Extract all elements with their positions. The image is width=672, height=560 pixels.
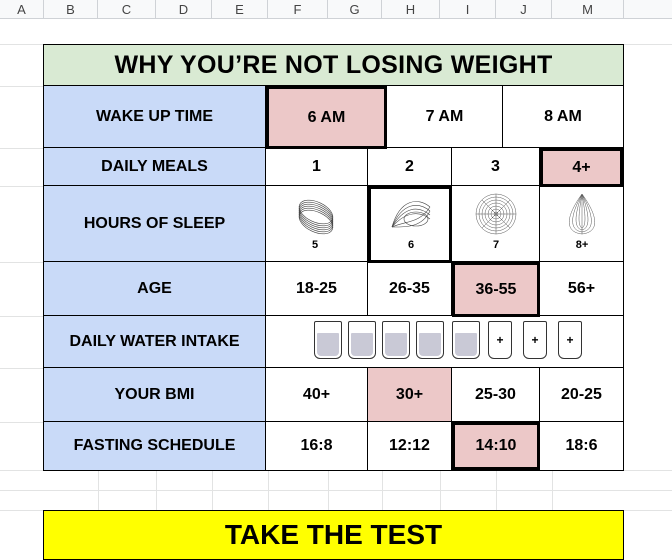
row-label-fasting-schedule: FASTING SCHEDULE [44, 422, 266, 470]
water-glass-filled[interactable] [452, 321, 480, 359]
water-glass-filled[interactable] [314, 321, 342, 359]
column-header-i[interactable]: I [440, 0, 496, 18]
water-glass-add[interactable]: + [558, 321, 582, 359]
row-label-age: AGE [44, 262, 266, 316]
grid-line [0, 148, 44, 149]
sleep-option-label: 6 [407, 239, 415, 251]
spiral-sphere-icon [475, 193, 517, 235]
column-header-a[interactable]: A [0, 0, 44, 18]
option-bmi-25-30[interactable]: 25-30 [452, 368, 540, 422]
grid-line [0, 86, 44, 87]
option-age-18-25[interactable]: 18-25 [266, 262, 368, 316]
column-header-d[interactable]: D [156, 0, 212, 18]
column-header-m[interactable]: M [552, 0, 624, 18]
grid-line [0, 18, 672, 19]
water-glass-add[interactable]: + [523, 321, 547, 359]
column-header-j[interactable]: J [496, 0, 552, 18]
grid-line [0, 490, 672, 491]
option-sleep-7[interactable]: 7 [452, 186, 540, 262]
option-sleep-6[interactable]: 6 [368, 186, 452, 263]
column-header-e[interactable]: E [212, 0, 268, 18]
grid-line [212, 470, 213, 510]
water-intake-selector: + + + [266, 316, 623, 368]
column-header-c[interactable]: C [98, 0, 156, 18]
option-meals-1[interactable]: 1 [266, 148, 368, 186]
grid-line [440, 470, 441, 510]
option-sleep-5[interactable]: 5 [266, 186, 368, 262]
option-sleep-8plus[interactable]: 8+ [540, 186, 623, 262]
column-header-f[interactable]: F [268, 0, 328, 18]
grid-line [0, 186, 44, 187]
column-header-b[interactable]: B [44, 0, 98, 18]
row-label-daily-meals: DAILY MEALS [44, 148, 266, 186]
plus-icon: + [566, 333, 574, 347]
option-fasting-12-12[interactable]: 12:12 [368, 422, 452, 470]
grid-line [552, 470, 553, 510]
option-meals-3[interactable]: 3 [452, 148, 540, 186]
twisted-band-icon [391, 201, 431, 228]
water-glass-filled[interactable] [382, 321, 410, 359]
grid-line [382, 470, 383, 510]
quiz-table [43, 44, 624, 471]
page-title: WHY YOU’RE NOT LOSING WEIGHT [44, 45, 623, 86]
take-the-test-button[interactable]: TAKE THE TEST [43, 510, 624, 560]
plus-icon: + [531, 333, 539, 347]
option-age-56plus[interactable]: 56+ [540, 262, 623, 316]
option-bmi-30plus[interactable]: 30+ [368, 368, 452, 422]
row-label-hours-of-sleep: HOURS OF SLEEP [44, 186, 266, 262]
option-fasting-18-6[interactable]: 18:6 [565, 437, 598, 454]
option-meals-2[interactable]: 2 [368, 148, 452, 186]
option-age-26-35[interactable]: 26-35 [368, 262, 452, 316]
water-glass-filled[interactable] [348, 321, 376, 359]
option-bmi-20-25[interactable]: 20-25 [540, 368, 623, 422]
plus-icon: + [496, 333, 504, 347]
grid-line [156, 470, 157, 510]
column-header-g[interactable]: G [328, 0, 382, 18]
teardrop-shape-icon [569, 193, 595, 235]
column-header-h[interactable]: H [382, 0, 440, 18]
option-wake-6am[interactable]: 6 AM [266, 86, 387, 149]
sleep-option-label: 5 [311, 239, 319, 251]
ring-shape-icon [298, 199, 334, 235]
option-meals-4plus[interactable]: 4+ [540, 148, 623, 187]
grid-line [98, 470, 99, 510]
grid-line [268, 470, 269, 510]
row-label-your-bmi: YOUR BMI [44, 368, 266, 422]
grid-line [496, 470, 497, 510]
water-glass-add[interactable]: + [488, 321, 512, 359]
sleep-option-label: 7 [492, 239, 500, 251]
option-wake-8am[interactable]: 8 AM [503, 86, 623, 148]
option-bmi-40plus[interactable]: 40+ [266, 368, 368, 422]
option-wake-7am[interactable]: 7 AM [387, 86, 503, 148]
option-fasting-16-8[interactable]: 16:8 [266, 422, 368, 470]
grid-line [0, 368, 44, 369]
grid-line [0, 422, 44, 423]
row-label-wake-up-time: WAKE UP TIME [44, 86, 266, 148]
option-fasting-14-10[interactable]: 14:10 [452, 422, 540, 470]
row-label-daily-water-intake: DAILY WATER INTAKE [44, 316, 266, 368]
column-header-row: A B C D E F G H I J M [0, 0, 672, 18]
grid-line [328, 470, 329, 510]
sleep-option-label: 8+ [575, 239, 589, 251]
grid-line [0, 316, 44, 317]
option-age-36-55[interactable]: 36-55 [452, 262, 540, 317]
grid-line [0, 262, 44, 263]
water-glass-filled[interactable] [416, 321, 444, 359]
